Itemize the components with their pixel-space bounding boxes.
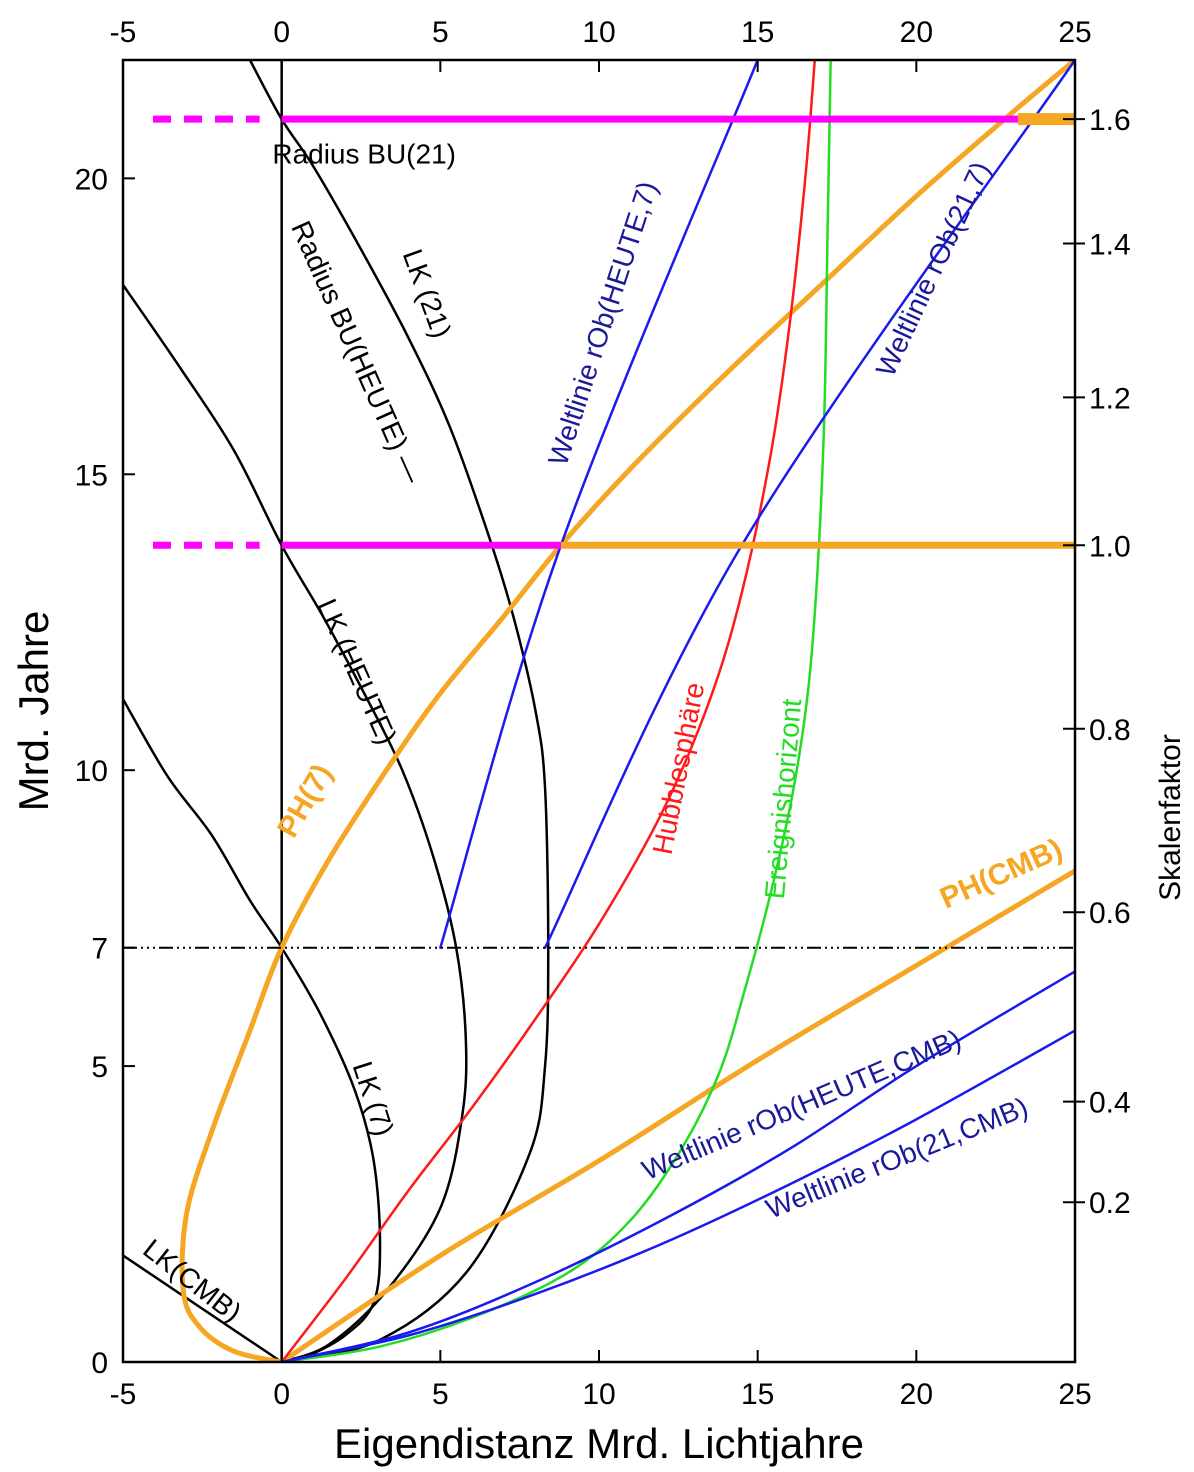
- series-layer: [123, 60, 1075, 1362]
- y-tick-label: 0: [91, 1347, 108, 1380]
- series-lk-heute: [123, 283, 468, 1362]
- y2-axis-title: Skalenfaktor: [1154, 734, 1187, 901]
- x-axis-title: Eigendistanz Mrd. Lichtjahre: [334, 1420, 864, 1467]
- label-ereignis-lbl: Ereignishorizont: [759, 697, 807, 900]
- label-lk21: LK (21): [397, 245, 458, 342]
- y-tick-label: 15: [75, 459, 108, 492]
- y2-tick-label: 1.6: [1089, 104, 1131, 137]
- series-lk-cmb: [123, 1254, 283, 1362]
- y2-tick-label: 0.2: [1089, 1187, 1131, 1220]
- y2-tick-label: 0.6: [1089, 897, 1131, 930]
- label-wl-21-7-lbl: Weltlinie rOb(21,7): [870, 157, 997, 381]
- x-tick-label: 0: [273, 1378, 290, 1411]
- x-top-tick-label: 15: [741, 16, 774, 49]
- x-tick-label: 15: [741, 1378, 774, 1411]
- y2-tick-label: 0.4: [1089, 1087, 1131, 1120]
- series-event-horizon: [280, 60, 832, 1362]
- x-top-tick-label: 25: [1058, 16, 1091, 49]
- reference-lines: [123, 113, 1075, 949]
- x-tick-label: 10: [582, 1378, 615, 1411]
- x-top-tick-label: 0: [273, 16, 290, 49]
- y2-tick-label: 1.2: [1089, 382, 1131, 415]
- x-top-tick-label: 10: [582, 16, 615, 49]
- label-wl-heute-7-lbl: Weltlinie rOb(HEUTE,7): [542, 178, 663, 470]
- label-phcmb: PH(CMB): [935, 832, 1067, 915]
- x-top-tick-label: 20: [900, 16, 933, 49]
- x-top-tick-label: 5: [432, 16, 449, 49]
- y-tick-label: 7: [91, 933, 108, 966]
- x-tick-label: 20: [900, 1378, 933, 1411]
- y2-tick-label: 1.0: [1089, 530, 1131, 563]
- series-wl-21-7: [543, 60, 1075, 949]
- x-tick-label: 5: [432, 1378, 449, 1411]
- x-top-tick-label: -5: [110, 16, 137, 49]
- y-tick-label: 10: [75, 755, 108, 788]
- series-lk-21: [248, 60, 550, 1362]
- series-wl-heute-cmb: [280, 970, 1075, 1362]
- label-lk7: LK (7): [347, 1058, 400, 1140]
- annotations: Radius BU(21)Radius BU(HEUTE) —LK (21)LK…: [137, 139, 1067, 1329]
- series-ph-7: [179, 60, 1075, 1362]
- axis-ticks: -5-5005510101515202025250571015200.20.40…: [75, 16, 1131, 1411]
- y-tick-label: 5: [91, 1051, 108, 1084]
- y2-tick-label: 1.4: [1089, 228, 1131, 261]
- series-wl-21-cmb: [280, 1029, 1075, 1362]
- y-axis-title: Mrd. Jahre: [10, 611, 57, 812]
- x-tick-label: -5: [110, 1378, 137, 1411]
- y2-tick-label: 0.8: [1089, 714, 1131, 747]
- series-hubble: [280, 60, 817, 1362]
- label-lkheute: LK (HEUTE): [311, 594, 403, 749]
- y-tick-label: 20: [75, 163, 108, 196]
- series-lk-7: [123, 697, 382, 1362]
- x-tick-label: 25: [1058, 1378, 1091, 1411]
- series-ph-cmb: [279, 868, 1075, 1362]
- label-radius-bu-21: Radius BU(21): [272, 139, 456, 170]
